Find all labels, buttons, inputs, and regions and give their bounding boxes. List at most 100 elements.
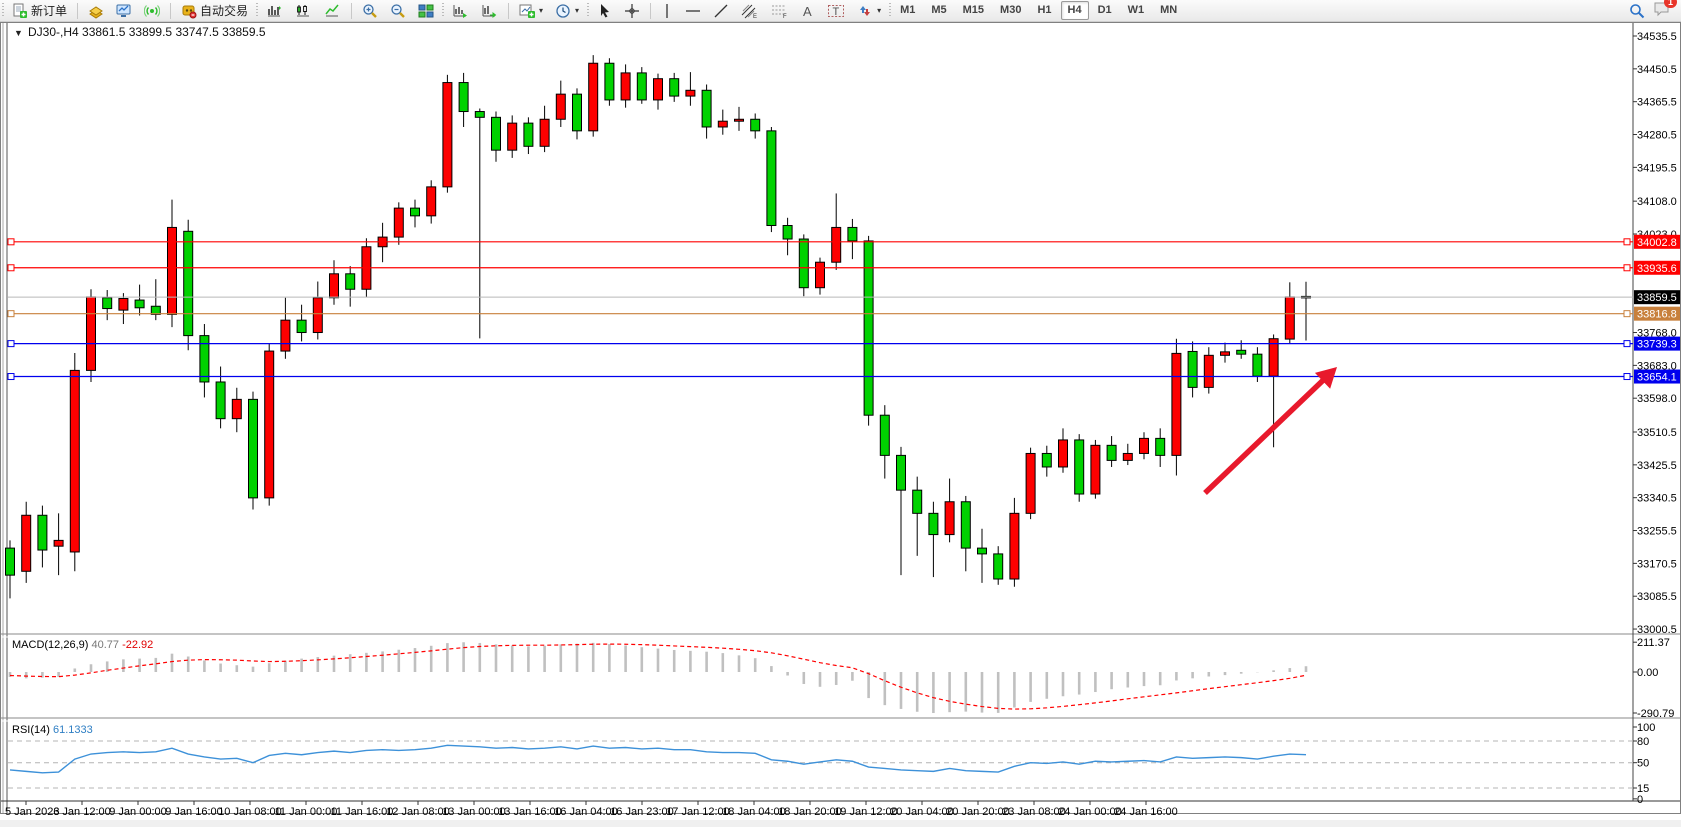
trendline-tool-button[interactable] xyxy=(707,0,735,21)
time-tick-label: 9 Jan 00:00 xyxy=(109,806,167,818)
auto-trading-label: 自动交易 xyxy=(200,4,249,18)
level-handle[interactable] xyxy=(7,373,15,381)
horizontal-line-tool-button[interactable] xyxy=(679,0,707,21)
current-price-label-text: 33859.5 xyxy=(1637,292,1677,304)
tile-windows-button[interactable] xyxy=(412,0,440,21)
group-drag-handle[interactable] xyxy=(442,3,445,18)
candle-body xyxy=(993,553,1004,580)
vertical-line-tool-button[interactable] xyxy=(655,0,679,21)
market-watch-button[interactable] xyxy=(110,0,138,21)
level-handle[interactable] xyxy=(1623,264,1631,272)
svg-text:A: A xyxy=(803,4,812,19)
level-handle[interactable] xyxy=(7,264,15,272)
clock-icon xyxy=(556,3,570,18)
price-tick-label: 33085.5 xyxy=(1637,591,1677,603)
level-price-label-text: 33739.3 xyxy=(1637,339,1677,351)
zoom-out-button[interactable] xyxy=(384,0,412,21)
arrows-caret: ▾ xyxy=(877,6,882,15)
timeframe-button-M1[interactable]: M1 xyxy=(900,4,916,16)
level-handle[interactable] xyxy=(1623,310,1631,318)
horizontal-level-line[interactable] xyxy=(7,373,1633,381)
time-tick-label: 10 Jan 08:00 xyxy=(218,806,282,818)
candle-body xyxy=(329,273,339,299)
candle-body xyxy=(1284,296,1295,340)
new-order-button[interactable]: 新订单 xyxy=(6,0,73,21)
candle-body xyxy=(215,381,226,420)
toolbar-drag-handle[interactable] xyxy=(2,3,4,18)
fibonacci-tool-button[interactable]: F xyxy=(765,0,795,21)
rsi-label: RSI(14) 61.1333 xyxy=(12,724,93,736)
arrows-tool-button[interactable]: ▾ xyxy=(851,0,887,21)
horizontal-level-line[interactable] xyxy=(7,264,1633,272)
group-drag-handle[interactable] xyxy=(889,3,892,18)
candle-body xyxy=(1090,444,1101,495)
candle-body xyxy=(701,89,712,128)
auto-trading-button[interactable]: 自动交易 xyxy=(175,0,254,21)
candle-body xyxy=(944,501,955,536)
new-chart-icon xyxy=(519,4,536,18)
price-tick-label: 33170.5 xyxy=(1637,558,1677,570)
line-chart-mode-button[interactable] xyxy=(318,0,347,21)
new-chart-button[interactable]: ▾ xyxy=(513,0,549,21)
candle-body xyxy=(1155,437,1166,456)
candle-body xyxy=(604,62,615,101)
level-handle[interactable] xyxy=(1623,340,1631,348)
level-price-label-text: 34002.8 xyxy=(1637,237,1677,249)
text-label-tool-button[interactable]: T xyxy=(821,0,851,21)
group-drag-handle[interactable] xyxy=(587,3,590,18)
candle-body xyxy=(312,297,323,334)
level-handle[interactable] xyxy=(7,340,15,348)
time-tick-label: 9 Jan 16:00 xyxy=(165,806,223,818)
crosshair-tool-button[interactable] xyxy=(618,0,646,21)
channel-tool-button[interactable]: E xyxy=(735,0,765,21)
level-handle[interactable] xyxy=(7,238,15,246)
candle-body xyxy=(167,226,177,315)
chart-background xyxy=(0,22,1681,820)
timeframe-button-M30[interactable]: M30 xyxy=(1000,4,1022,16)
level-handle[interactable] xyxy=(7,310,15,318)
auto-scroll-button[interactable] xyxy=(446,0,475,21)
time-tick-label: 11 Jan 00:00 xyxy=(275,806,338,818)
chart-canvas[interactable]: ▼ DJ30-,H4 33861.5 33899.5 33747.5 33859.… xyxy=(0,22,1681,820)
trend-arrow-annotation[interactable] xyxy=(1203,367,1337,495)
profiles-button[interactable] xyxy=(82,0,110,21)
text-tool-button[interactable]: A xyxy=(795,0,821,21)
level-handle[interactable] xyxy=(1623,238,1631,246)
bar-chart-mode-button[interactable] xyxy=(260,0,289,21)
cursor-tool-button[interactable] xyxy=(591,0,618,21)
timeframe-button-H4[interactable]: H4 xyxy=(1060,1,1089,20)
level-handle[interactable] xyxy=(1623,373,1631,381)
timeframe-button-W1[interactable]: W1 xyxy=(1127,4,1145,16)
candle-body xyxy=(474,111,485,118)
arrow-shaft[interactable] xyxy=(1203,374,1329,495)
level-price-label-bg xyxy=(1634,234,1680,249)
horizontal-level-line[interactable] xyxy=(7,310,1633,318)
arrow-head[interactable] xyxy=(1314,367,1337,389)
candle-chart-mode-button[interactable] xyxy=(289,0,318,21)
level-price-label-bg xyxy=(1634,336,1680,351)
timeframe-button-MN[interactable]: MN xyxy=(1160,4,1178,16)
horizontal-level-line[interactable] xyxy=(7,340,1633,348)
timeframe-button-D1[interactable]: D1 xyxy=(1097,4,1112,16)
timeframe-button-M15[interactable]: M15 xyxy=(962,4,985,16)
level-price-label-bg xyxy=(1634,260,1680,275)
line-chart-icon xyxy=(325,4,339,16)
zoom-in-button[interactable] xyxy=(356,0,384,21)
price-tick-label: 34365.5 xyxy=(1637,97,1677,109)
candle-body xyxy=(426,186,437,217)
group-drag-handle[interactable] xyxy=(256,3,259,18)
level-price-label-bg xyxy=(1634,306,1680,321)
timeframe-button-M5[interactable]: M5 xyxy=(931,4,947,16)
price-tick-label: 34280.5 xyxy=(1637,130,1677,142)
search-icon[interactable] xyxy=(1629,3,1645,19)
signals-button[interactable] xyxy=(138,0,166,21)
chart-shift-button[interactable] xyxy=(475,0,504,21)
timeframe-button-H1[interactable]: H1 xyxy=(1037,4,1052,16)
periods-button[interactable]: ▾ xyxy=(549,0,585,21)
horizontal-level-line[interactable] xyxy=(7,238,1633,246)
candle-body xyxy=(653,78,663,101)
candle-body xyxy=(134,299,145,309)
candle-body xyxy=(766,130,777,227)
notifications-button[interactable]: 1 xyxy=(1653,0,1677,20)
